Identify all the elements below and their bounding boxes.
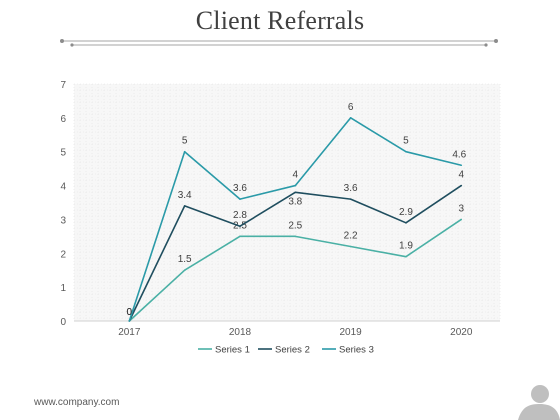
legend-label: Series 1 [215, 345, 250, 356]
data-point [460, 184, 463, 187]
data-point [405, 255, 407, 258]
data-point [294, 184, 297, 187]
data-label: 0 [127, 307, 133, 318]
slide-title: Client Referrals [195, 6, 365, 35]
data-point [405, 150, 407, 153]
data-label: 2.2 [344, 231, 358, 242]
data-label: 5 [182, 136, 188, 147]
data-label: 3.6 [233, 183, 247, 194]
footer-url: www.company.com [34, 397, 120, 408]
data-label: 5 [403, 136, 409, 147]
title-divider [60, 39, 498, 47]
data-label: 0 [127, 307, 133, 318]
data-label: 2.5 [288, 220, 302, 231]
title-divider-dot-left-2 [70, 43, 74, 47]
title-divider-dot-right-2 [494, 39, 498, 43]
data-label: 1.9 [399, 241, 413, 252]
data-label: 1.5 [178, 254, 192, 265]
title-divider-dot-left [60, 39, 64, 43]
data-point [294, 191, 297, 194]
data-point [349, 245, 352, 248]
data-label: 3 [458, 203, 464, 214]
data-label: 2.8 [233, 210, 247, 221]
title-divider-dot-right [484, 43, 488, 47]
data-point [294, 235, 297, 238]
x-tick-label: 2020 [450, 327, 473, 338]
y-tick-label: 1 [60, 283, 66, 294]
data-label: 2.9 [399, 207, 413, 218]
data-label: 3.6 [344, 183, 358, 194]
data-label: 3.4 [178, 190, 192, 201]
data-label: 6 [348, 102, 354, 113]
y-tick-label: 0 [60, 317, 66, 328]
plot-area [74, 84, 500, 321]
data-label: 4 [293, 170, 299, 181]
data-point [405, 222, 407, 224]
data-point [183, 205, 186, 207]
data-point [349, 117, 352, 119]
y-tick-label: 4 [60, 182, 66, 193]
data-point [239, 235, 241, 238]
data-point [183, 150, 186, 153]
y-tick-label: 7 [60, 80, 66, 91]
person-icon [518, 385, 560, 420]
data-point [460, 164, 463, 167]
data-point [239, 225, 241, 227]
data-point [349, 198, 352, 200]
data-label: 0 [127, 307, 133, 318]
y-tick-label: 2 [60, 249, 66, 260]
y-tick-label: 3 [60, 215, 66, 226]
x-tick-label: 2019 [339, 327, 362, 338]
y-tick-label: 5 [60, 148, 66, 159]
legend-label: Series 2 [275, 345, 310, 356]
data-point [183, 269, 186, 272]
data-point [460, 218, 463, 221]
y-tick-label: 6 [60, 114, 66, 125]
legend-label: Series 3 [339, 345, 374, 356]
data-label: 4.6 [452, 149, 466, 160]
data-label: 4 [458, 170, 464, 181]
x-tick-label: 2017 [118, 327, 141, 338]
x-tick-label: 2018 [229, 327, 252, 338]
data-label: 3.8 [288, 196, 302, 207]
data-point [239, 198, 241, 200]
data-point [128, 320, 131, 322]
